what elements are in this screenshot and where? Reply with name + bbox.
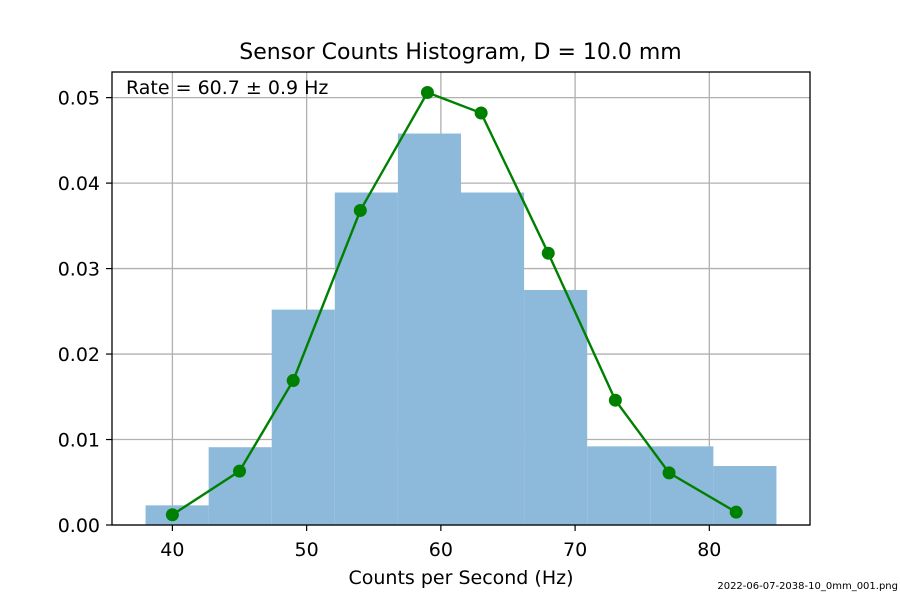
fit-point [286,374,300,388]
x-tick-label: 60 [429,539,453,561]
fit-point [474,106,488,120]
image-filename: 2022-06-07-2038-10_0mm_001.png [717,581,898,592]
x-tick-label: 50 [295,539,319,561]
y-tick-label: 0.05 [58,88,100,110]
rate-annotation: Rate = 60.7 ± 0.9 Hz [126,77,328,99]
x-tick-label: 70 [563,539,587,561]
fit-line-series [171,91,737,516]
x-tick-label: 40 [160,539,184,561]
histogram-bar [461,192,525,526]
fit-point [353,203,367,217]
fit-line-markers [165,86,743,522]
histogram-bar [334,192,398,526]
x-tick-label: 80 [697,539,721,561]
fit-point [165,508,179,522]
fit-point [608,393,622,407]
histogram-bar [397,133,461,526]
histogram-bar [524,289,588,525]
histogram-bar [587,446,651,525]
plot-frame [111,71,811,526]
fit-point [541,246,555,260]
y-tick-label: 0.00 [58,515,100,537]
histogram-bar [650,446,714,525]
fit-point [233,464,247,478]
y-tick-label: 0.04 [58,173,100,195]
y-tick-label: 0.01 [58,430,100,452]
histogram-bar [713,466,777,525]
x-axis-ticks: 40 50 60 70 80 [160,525,721,561]
histogram-bar [271,309,335,525]
chart-title: Sensor Counts Histogram, D = 10.0 mm [239,40,682,65]
fit-point [420,86,434,100]
fit-point [729,505,743,519]
fit-line [171,91,737,516]
fit-point [662,466,676,480]
y-tick-label: 0.03 [58,259,100,281]
y-axis-ticks: 0.00 0.01 0.02 0.03 0.04 0.05 [58,88,112,537]
x-axis-label: Counts per Second (Hz) [348,567,573,589]
y-tick-label: 0.02 [58,344,100,366]
histogram-bar [208,447,272,525]
